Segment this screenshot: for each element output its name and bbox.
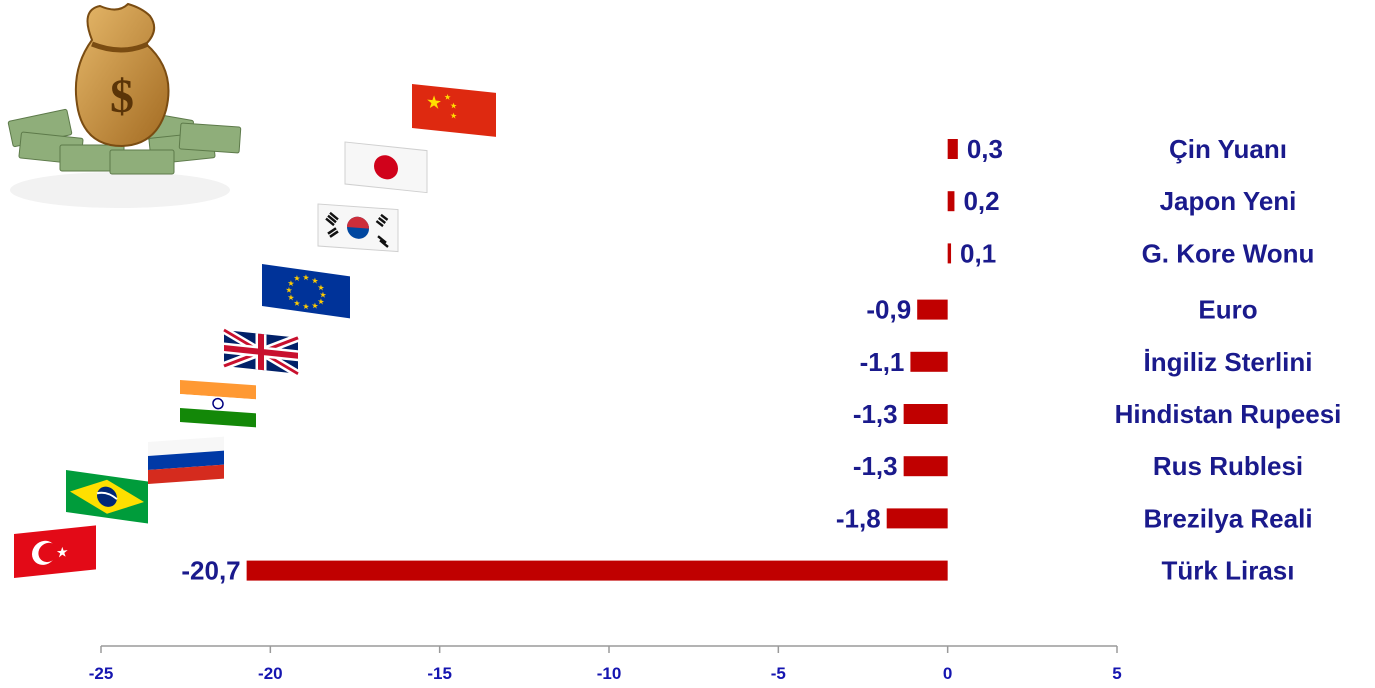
svg-text:★: ★ (317, 297, 324, 307)
category-labels: Çin Yuanı Japon Yeni G. Kore Wonu Euro İngil… (1115, 134, 1342, 586)
brazil-flag-icon (66, 470, 148, 524)
value-label-2: 0,1 (960, 238, 996, 268)
category-label-1: Japon Yeni (1160, 186, 1297, 216)
value-label-3: -0,9 (866, 295, 911, 325)
x-axis: -25 -20 -15 -10 -5 0 5 (89, 645, 1122, 683)
bar-7 (886, 508, 948, 529)
category-label-8: Türk Lirası (1162, 556, 1295, 586)
value-label-8: -20,7 (181, 556, 240, 586)
svg-text:★: ★ (311, 276, 318, 286)
south-korea-flag-icon (317, 203, 399, 253)
value-label-7: -1,8 (836, 503, 881, 533)
svg-text:★: ★ (302, 302, 309, 312)
svg-text:★: ★ (287, 293, 294, 303)
category-label-6: Rus Rublesi (1153, 451, 1303, 481)
category-label-5: Hindistan Rupeesi (1115, 399, 1342, 429)
bar-6 (903, 456, 948, 477)
svg-text:★: ★ (287, 279, 294, 289)
svg-text:★: ★ (293, 298, 300, 308)
svg-text:★: ★ (450, 111, 457, 121)
svg-text:★: ★ (319, 290, 326, 300)
svg-text:★: ★ (444, 92, 451, 102)
value-label-4: -1,1 (860, 347, 905, 377)
uk-flag-icon (222, 326, 300, 378)
turkey-flag-icon: ★ (14, 525, 96, 578)
svg-text:★: ★ (311, 301, 318, 311)
category-label-4: İngiliz Sterlini (1143, 347, 1312, 377)
value-label-5: -1,3 (853, 399, 898, 429)
x-tick-label-2: -15 (427, 664, 452, 683)
x-tick-label-5: 0 (943, 664, 952, 683)
svg-text:★: ★ (450, 101, 457, 111)
bar-2 (947, 243, 952, 264)
x-tick-label-1: -20 (258, 664, 283, 683)
svg-text:★: ★ (56, 544, 69, 561)
x-tick-label-3: -10 (597, 664, 622, 683)
value-labels: 0,3 0,2 0,1 -0,9 -1,1 -1,3 -1,3 -1,8 -20,7 (181, 134, 1003, 586)
svg-text:★: ★ (426, 92, 442, 115)
x-tick-label-0: -25 (89, 664, 114, 683)
svg-text:★: ★ (317, 283, 324, 293)
category-label-0: Çin Yuanı (1169, 134, 1287, 164)
bar-8 (246, 560, 948, 581)
svg-text:★: ★ (293, 273, 300, 283)
svg-text:★: ★ (285, 285, 292, 295)
svg-text:$: $ (110, 70, 134, 123)
bar-5 (903, 404, 948, 424)
value-label-6: -1,3 (853, 451, 898, 481)
category-label-7: Brezilya Reali (1143, 503, 1312, 533)
money-bag-icon: $ (7, 2, 242, 208)
china-flag-icon: ★ ★ ★ ★ (412, 84, 496, 137)
x-tick-label-4: -5 (771, 664, 786, 683)
svg-text:★: ★ (302, 273, 309, 283)
x-tick-label-6: 5 (1112, 664, 1121, 683)
category-label-3: Euro (1198, 295, 1257, 325)
japan-flag-icon (344, 141, 428, 194)
category-label-2: G. Kore Wonu (1142, 238, 1315, 268)
bar-1 (947, 191, 955, 212)
value-label-1: 0,2 (963, 186, 999, 216)
india-flag-icon (180, 380, 256, 428)
bar-3 (917, 299, 948, 320)
russia-flag-icon (148, 436, 224, 484)
bar-4 (910, 351, 948, 372)
bars (246, 139, 958, 581)
eu-flag-icon: ★ ★★ ★★★ ★★★ ★★★ (262, 264, 350, 319)
bar-0 (947, 139, 958, 159)
value-label-0: 0,3 (967, 134, 1003, 164)
